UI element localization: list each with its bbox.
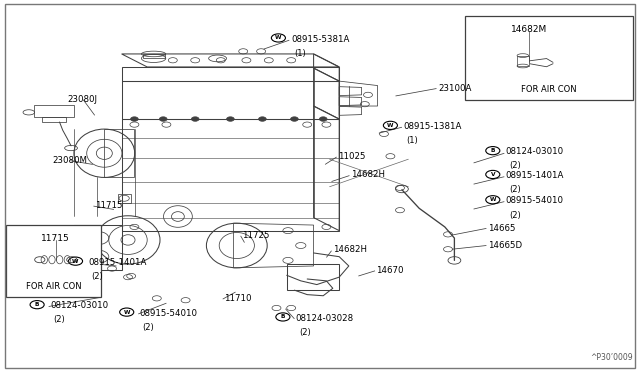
Text: (1): (1) [294, 49, 306, 58]
Text: 08915-54010: 08915-54010 [506, 196, 564, 205]
Text: W: W [387, 123, 394, 128]
Text: FOR AIR CON: FOR AIR CON [26, 282, 81, 291]
Text: FOR AIR CON: FOR AIR CON [521, 85, 577, 94]
Text: 08915-1401A: 08915-1401A [506, 171, 564, 180]
Text: ^P30’0009: ^P30’0009 [589, 353, 632, 362]
Bar [6, 225, 101, 297]
Circle shape [191, 117, 199, 121]
Text: B: B [281, 314, 285, 320]
Text: 11710: 11710 [224, 294, 252, 303]
Text: (2): (2) [509, 161, 520, 170]
Text: (2): (2) [53, 315, 65, 324]
Text: 11725: 11725 [242, 231, 269, 240]
Text: 08915-5381A: 08915-5381A [291, 35, 349, 44]
Text: (2): (2) [92, 272, 103, 281]
Text: 14665D: 14665D [488, 241, 522, 250]
Text: 11715: 11715 [41, 234, 70, 243]
Text: B: B [35, 302, 39, 307]
Text: (2): (2) [509, 185, 520, 194]
Text: (1): (1) [406, 136, 418, 145]
Text: 11715: 11715 [95, 201, 122, 210]
Text: B: B [491, 148, 495, 153]
Text: W: W [124, 310, 130, 315]
Text: 08124-03010: 08124-03010 [50, 301, 108, 310]
Text: W: W [72, 259, 79, 264]
Text: 08915-1401A: 08915-1401A [88, 258, 147, 267]
Text: W: W [275, 35, 282, 41]
Text: 08124-03028: 08124-03028 [296, 314, 354, 323]
Text: W: W [490, 197, 496, 202]
Text: 23080M: 23080M [52, 156, 88, 165]
Circle shape [159, 117, 167, 121]
Text: (2): (2) [299, 328, 310, 337]
Circle shape [291, 117, 298, 121]
Text: 08915-1381A: 08915-1381A [403, 122, 461, 131]
Text: V: V [490, 172, 495, 177]
Text: 08915-54010: 08915-54010 [140, 309, 198, 318]
Text: 14670: 14670 [376, 266, 404, 275]
Text: (2): (2) [143, 323, 154, 332]
Text: 14682M: 14682M [511, 25, 547, 34]
Circle shape [259, 117, 266, 121]
Text: 23100A: 23100A [438, 84, 472, 93]
Bar [465, 16, 633, 100]
Circle shape [319, 117, 327, 121]
Text: 14665: 14665 [488, 224, 515, 233]
Text: 23080J: 23080J [67, 95, 97, 104]
Text: 11025: 11025 [338, 152, 365, 161]
Text: 14682H: 14682H [351, 170, 385, 179]
Text: 14682H: 14682H [333, 246, 367, 254]
Text: (2): (2) [509, 211, 520, 219]
Circle shape [131, 117, 138, 121]
Circle shape [227, 117, 234, 121]
Text: 08124-03010: 08124-03010 [506, 147, 564, 156]
